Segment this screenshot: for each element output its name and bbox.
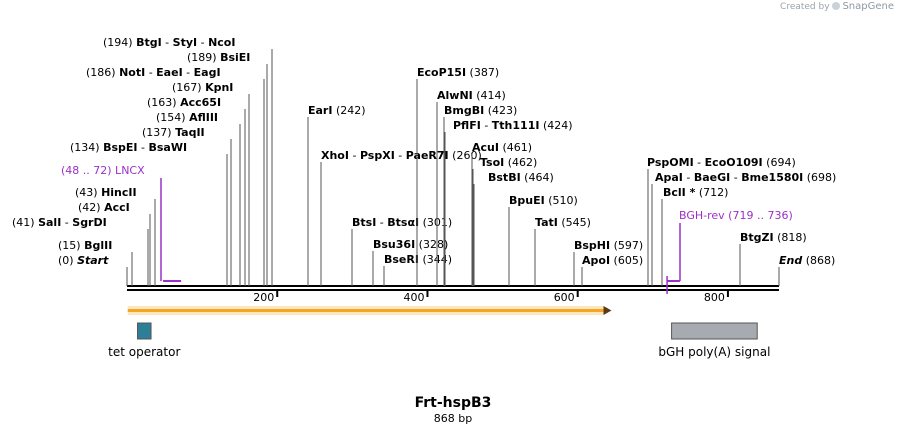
axis-tick-label: 600: [554, 291, 575, 304]
site-label: XhoI - PspXI - PaeR7I (260): [321, 149, 482, 162]
site-acci: (42) AccI: [78, 201, 151, 286]
created-by-text: Created by: [780, 2, 830, 12]
axis-tick-label: 200: [253, 291, 274, 304]
site-acc65i: (163) Acc65I: [147, 96, 246, 286]
site-label: PflFI - Tth111I (424): [453, 119, 573, 132]
site-apoi: ApoI (605): [581, 254, 643, 286]
site-apai: ApaI - BaeGI - Bme1580I (698): [651, 171, 836, 286]
construct-title: Frt-hspB3: [414, 395, 492, 411]
site-label: BpuEI (510): [509, 194, 578, 207]
site-bsiei: (189) BsiEI: [187, 51, 268, 286]
snapgene-watermark: Created by SnapGene: [780, 1, 894, 12]
snapgene-name: SnapGene: [842, 1, 894, 12]
feature-label: tet operator: [108, 345, 180, 359]
site-bcli: BclI * (712): [661, 186, 728, 286]
site-hincii: (43) HincII: [75, 186, 156, 286]
site-label: AcuI (461): [472, 141, 532, 154]
site-pspomi: PspOMI - EcoO109I (694): [647, 156, 796, 286]
site-bglii: (15) BglII: [58, 239, 133, 286]
site-label: ApoI (605): [582, 254, 643, 267]
site-acui: AcuI (461): [471, 141, 532, 286]
primer-lncx: (48 .. 72) LNCX: [61, 164, 182, 282]
site-bmgbi: BmgBI (423): [443, 104, 517, 286]
site-end: End (868): [778, 254, 835, 286]
site-noti: (186) NotI - EaeI - EagI: [86, 66, 265, 286]
feature-box: [137, 322, 152, 340]
site-label: TatI (545): [535, 216, 591, 229]
construct-length: 868 bp: [433, 412, 473, 425]
site-bsphi: BspHI (597): [573, 239, 643, 286]
site-label: (41) SalI - SgrDI: [12, 216, 107, 229]
site-bpuei: BpuEI (510): [508, 194, 578, 286]
site-label: (137) TaqII: [142, 126, 205, 139]
site-label: TsoI (462): [480, 156, 537, 169]
site-tati: TatI (545): [534, 216, 591, 286]
site-label: EcoP15I (387): [417, 66, 499, 79]
site-label: (154) AflIII: [156, 111, 218, 124]
feature-box: [671, 322, 758, 340]
site-sali: (41) SalI - SgrDI: [12, 216, 149, 286]
site-label: ApaI - BaeGI - Bme1580I (698): [655, 171, 836, 184]
site-bseri: BseRI (344): [383, 253, 452, 286]
primer-label: (48 .. 72) LNCX: [61, 164, 145, 177]
feature-label: bGH poly(A) signal: [658, 345, 770, 359]
site-label: BspHI (597): [574, 239, 643, 252]
site-eari: EarI (242): [307, 104, 366, 286]
site-label: BseRI (344): [384, 253, 452, 266]
site-label: (0) Start: [58, 254, 109, 267]
site-label: End (868): [779, 254, 835, 267]
site-btgzi: BtgZI (818): [739, 231, 807, 286]
snapgene-logo-icon: [832, 2, 841, 10]
site-tsoi: TsoI (462): [472, 156, 537, 286]
site-label: (42) AccI: [78, 201, 130, 214]
site-label: BclI * (712): [663, 186, 728, 199]
site-btgi: (194) BtgI - StyI - NcoI: [103, 36, 273, 286]
orf-arrow-head: [603, 306, 612, 315]
site-label: PspOMI - EcoO109I (694): [647, 156, 796, 169]
site-bstbi: BstBI (464): [473, 171, 554, 286]
site-label: (43) HincII: [75, 186, 137, 199]
site-pflfi: PflFI - Tth111I (424): [444, 119, 573, 286]
site-taqii: (137) TaqII: [142, 126, 232, 286]
primer-label: BGH-rev (719 .. 736): [679, 209, 793, 222]
site-label: BmgBI (423): [444, 104, 517, 117]
site-ecop15i: EcoP15I (387): [416, 66, 499, 286]
site-label: (15) BglII: [58, 239, 112, 252]
primer-bgh-rev: BGH-rev (719 .. 736): [666, 209, 793, 294]
site-start: (0) Start: [58, 254, 128, 286]
site-label: (194) BtgI - StyI - NcoI: [103, 36, 235, 49]
site-alwni: AlwNI (414): [436, 89, 506, 286]
feature-tet-operator: tet operator: [108, 322, 180, 359]
site-afliii: (154) AflIII: [156, 111, 241, 286]
site-kpni: (167) KpnI: [172, 81, 250, 286]
site-label: (134) BspEI - BsaWI: [70, 141, 187, 154]
feature-bgh-poly-a-signal: bGH poly(A) signal: [658, 322, 770, 359]
site-label: (167) KpnI: [172, 81, 233, 94]
site-label: EarI (242): [308, 104, 366, 117]
site-label: Bsu36I (328): [373, 238, 448, 251]
site-label: (163) Acc65I: [147, 96, 221, 109]
site-label: BtgZI (818): [740, 231, 807, 244]
axis-tick-label: 400: [403, 291, 424, 304]
site-label: (186) NotI - EaeI - EagI: [86, 66, 221, 79]
axis-tick-label: 800: [704, 291, 725, 304]
site-label: BstBI (464): [488, 171, 554, 184]
site-bsu36i: Bsu36I (328): [372, 238, 448, 286]
site-bspei: (134) BspEI - BsaWI: [70, 141, 228, 286]
site-label: (189) BsiEI: [187, 51, 250, 64]
site-label: AlwNI (414): [437, 89, 506, 102]
